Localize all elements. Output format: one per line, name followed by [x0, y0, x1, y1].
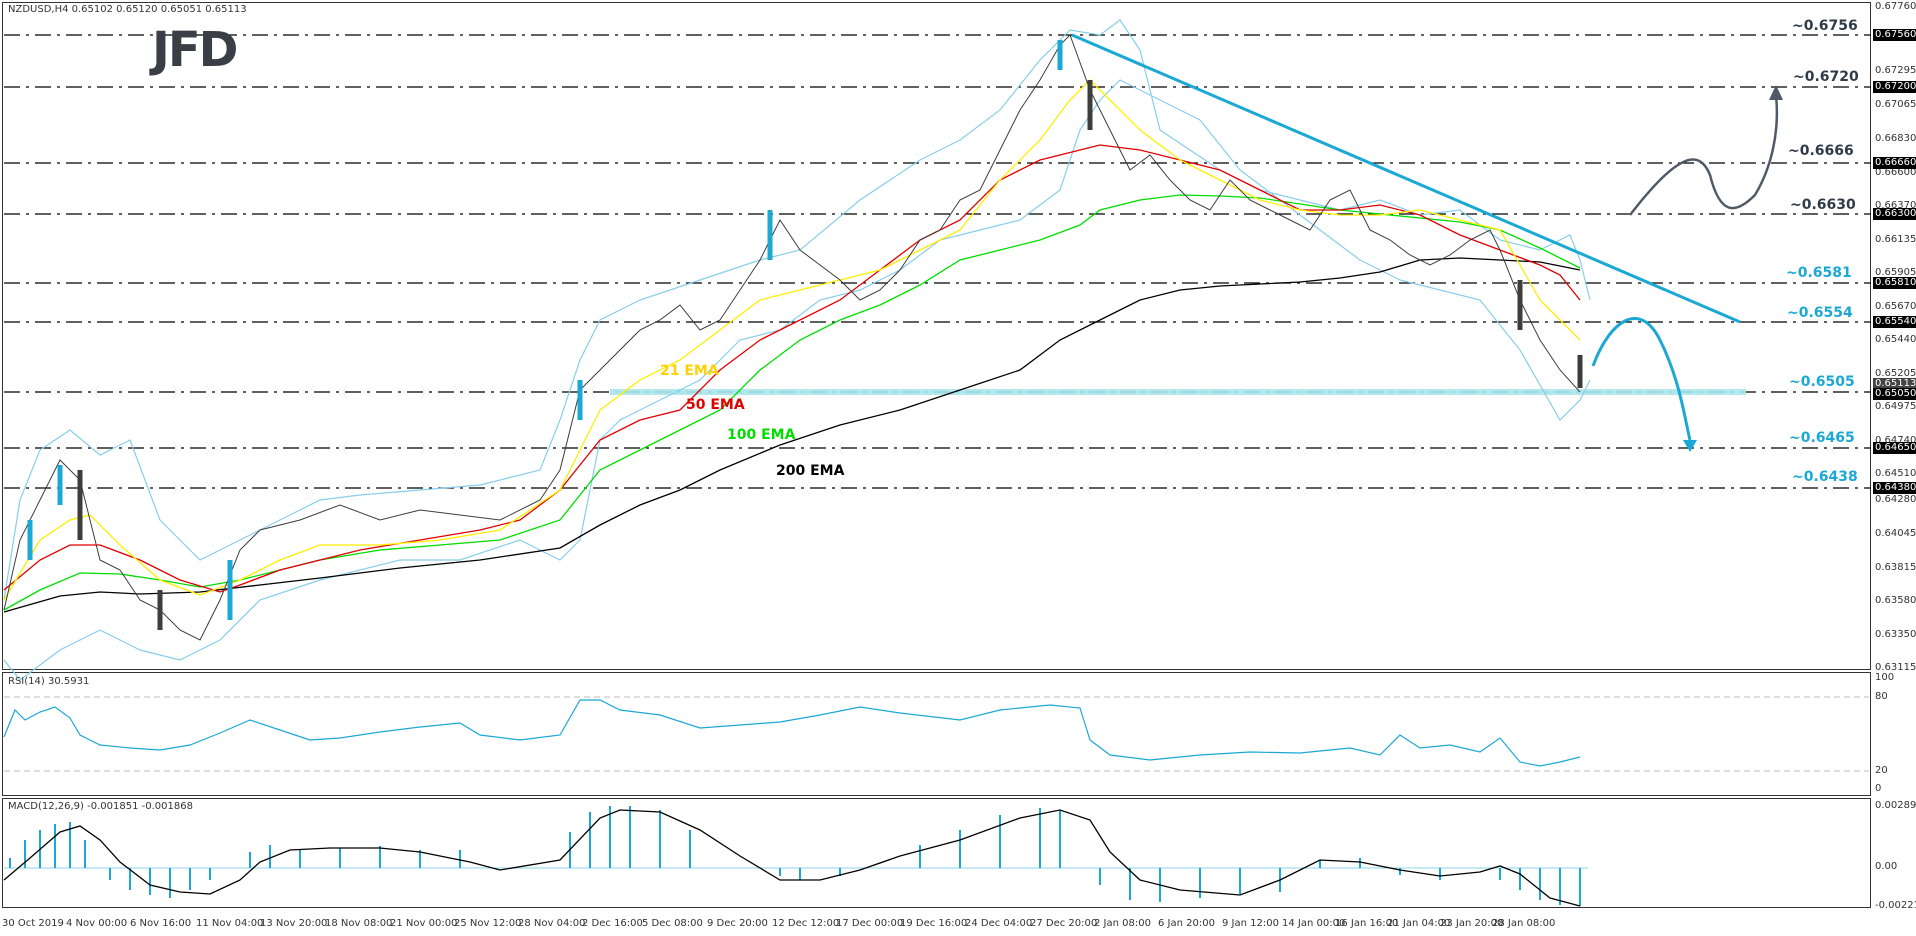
price-tag: 0.67560	[1873, 29, 1916, 41]
level-label: ~0.6756	[1792, 18, 1858, 34]
price-tag: 0.64650	[1873, 442, 1916, 454]
ema50-label: 50 EMA	[686, 397, 745, 413]
ema200-label: 200 EMA	[776, 463, 845, 479]
price-chart-pane[interactable]	[2, 2, 1871, 670]
level-lines	[4, 34, 1871, 489]
level-label: ~0.6581	[1786, 265, 1852, 281]
candles	[27, 40, 1583, 630]
level-label: ~0.6666	[1788, 143, 1854, 159]
level-label: ~0.6505	[1789, 374, 1855, 390]
support-zone	[610, 389, 1746, 395]
price-tag: 0.64380	[1873, 482, 1916, 494]
current-price-tag: 0.65113	[1873, 378, 1916, 390]
level-label: ~0.6465	[1789, 430, 1855, 446]
macd-title: MACD(12,26,9) -0.001851 -0.001868	[8, 801, 193, 812]
bullish-scenario-arrow	[1629, 94, 1779, 216]
level-label: ~0.6554	[1787, 305, 1853, 321]
downtrend-line	[1071, 33, 1741, 324]
macd-histogram	[9, 806, 1581, 906]
ema21-label: 21 EMA	[660, 363, 719, 379]
rsi-title: RSI(14) 30.5931	[8, 676, 90, 687]
ema100-label: 100 EMA	[727, 427, 796, 443]
price-tag: 0.67200	[1873, 81, 1916, 93]
level-label: ~0.6630	[1790, 197, 1856, 213]
rsi-pane[interactable]	[2, 672, 1871, 796]
jfd-logo: JFD	[152, 22, 238, 78]
price-tag: 0.65810	[1873, 277, 1916, 289]
price-tag: 0.65540	[1873, 316, 1916, 328]
price-tag: 0.65050	[1873, 388, 1916, 400]
bearish-scenario-arrow	[1591, 317, 1692, 441]
level-label: ~0.6720	[1793, 69, 1859, 85]
price-tag: 0.66300	[1873, 208, 1916, 220]
level-label: ~0.6438	[1792, 469, 1858, 485]
symbol-title: NZDUSD,H4 0.65102 0.65120 0.65051 0.6511…	[8, 4, 247, 15]
price-tag: 0.66660	[1873, 157, 1916, 169]
